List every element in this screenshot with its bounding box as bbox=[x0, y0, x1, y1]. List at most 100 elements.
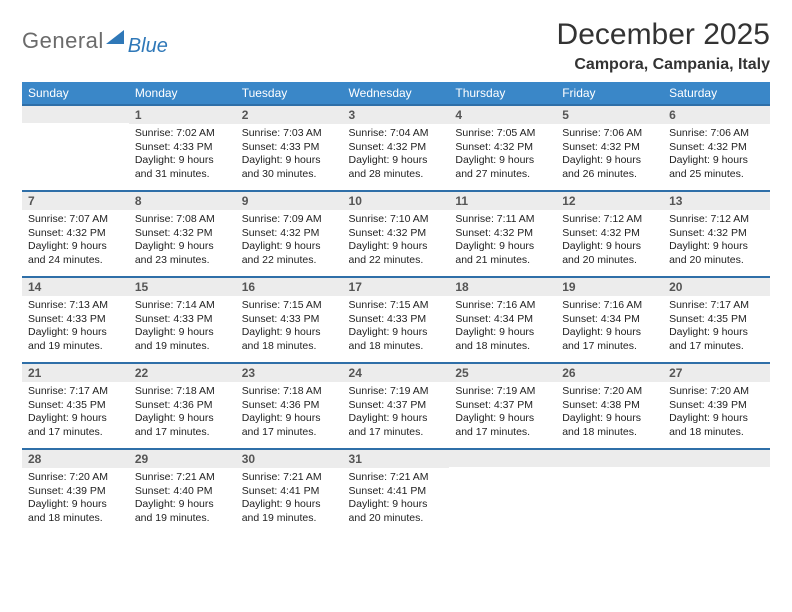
day-details bbox=[556, 467, 663, 476]
calendar-cell: 18Sunrise: 7:16 AMSunset: 4:34 PMDayligh… bbox=[449, 277, 556, 363]
day-number: 20 bbox=[663, 278, 770, 296]
calendar-cell: 2 Sunrise: 7:03 AMSunset: 4:33 PMDaylight… bbox=[236, 105, 343, 191]
sunset-text: Sunset: 4:33 PM bbox=[135, 313, 230, 327]
sunrise-text: Sunrise: 7:13 AM bbox=[28, 299, 123, 313]
daylight-text: Daylight: 9 hours and 17 minutes. bbox=[669, 326, 764, 353]
day-number: 2 bbox=[236, 106, 343, 124]
sunrise-text: Sunrise: 7:05 AM bbox=[455, 127, 550, 141]
sunset-text: Sunset: 4:32 PM bbox=[562, 141, 657, 155]
day-number: 17 bbox=[343, 278, 450, 296]
calendar-cell: 3Sunrise: 7:04 AMSunset: 4:32 PMDaylight… bbox=[343, 105, 450, 191]
calendar-head: Sunday Monday Tuesday Wednesday Thursday… bbox=[22, 82, 770, 105]
daylight-text: Daylight: 9 hours and 17 minutes. bbox=[562, 326, 657, 353]
daylight-text: Daylight: 9 hours and 17 minutes. bbox=[242, 412, 337, 439]
day-details: Sunrise: 7:19 AMSunset: 4:37 PMDaylight:… bbox=[449, 382, 556, 446]
day-details: Sunrise: 7:20 AMSunset: 4:39 PMDaylight:… bbox=[22, 468, 129, 532]
day-details: Sunrise: 7:14 AMSunset: 4:33 PMDaylight:… bbox=[129, 296, 236, 360]
daylight-text: Daylight: 9 hours and 23 minutes. bbox=[135, 240, 230, 267]
daylight-text: Daylight: 9 hours and 22 minutes. bbox=[349, 240, 444, 267]
calendar-table: Sunday Monday Tuesday Wednesday Thursday… bbox=[22, 82, 770, 535]
daylight-text: Daylight: 9 hours and 17 minutes. bbox=[28, 412, 123, 439]
calendar-cell: 5Sunrise: 7:06 AMSunset: 4:32 PMDaylight… bbox=[556, 105, 663, 191]
calendar-cell bbox=[22, 105, 129, 191]
calendar-body: 1Sunrise: 7:02 AMSunset: 4:33 PMDaylight… bbox=[22, 105, 770, 535]
day-details: Sunrise: 7:19 AMSunset: 4:37 PMDaylight:… bbox=[343, 382, 450, 446]
calendar-cell: 10Sunrise: 7:10 AMSunset: 4:32 PMDayligh… bbox=[343, 191, 450, 277]
sunset-text: Sunset: 4:36 PM bbox=[242, 399, 337, 413]
logo-triangle-icon bbox=[106, 30, 124, 44]
sunset-text: Sunset: 4:34 PM bbox=[455, 313, 550, 327]
location-subtitle: Campora, Campania, Italy bbox=[557, 56, 770, 74]
day-details bbox=[663, 467, 770, 476]
day-details: Sunrise: 7:04 AMSunset: 4:32 PMDaylight:… bbox=[343, 124, 450, 188]
calendar-cell: 22Sunrise: 7:18 AMSunset: 4:36 PMDayligh… bbox=[129, 363, 236, 449]
calendar-cell: 28Sunrise: 7:20 AMSunset: 4:39 PMDayligh… bbox=[22, 449, 129, 535]
day-number: 13 bbox=[663, 192, 770, 210]
calendar-cell: 24Sunrise: 7:19 AMSunset: 4:37 PMDayligh… bbox=[343, 363, 450, 449]
dayhead-thu: Thursday bbox=[449, 82, 556, 105]
sunset-text: Sunset: 4:39 PM bbox=[28, 485, 123, 499]
sunset-text: Sunset: 4:38 PM bbox=[562, 399, 657, 413]
sunset-text: Sunset: 4:32 PM bbox=[455, 227, 550, 241]
calendar-cell: 11Sunrise: 7:11 AMSunset: 4:32 PMDayligh… bbox=[449, 191, 556, 277]
sunset-text: Sunset: 4:33 PM bbox=[28, 313, 123, 327]
day-number: 14 bbox=[22, 278, 129, 296]
day-details: Sunrise: 7:15 AMSunset: 4:33 PMDaylight:… bbox=[236, 296, 343, 360]
sunset-text: Sunset: 4:32 PM bbox=[349, 227, 444, 241]
day-number: 24 bbox=[343, 364, 450, 382]
day-details: Sunrise: 7:18 AMSunset: 4:36 PMDaylight:… bbox=[129, 382, 236, 446]
daylight-text: Daylight: 9 hours and 22 minutes. bbox=[242, 240, 337, 267]
sunrise-text: Sunrise: 7:17 AM bbox=[669, 299, 764, 313]
day-number: 6 bbox=[663, 106, 770, 124]
daylight-text: Daylight: 9 hours and 17 minutes. bbox=[349, 412, 444, 439]
daylight-text: Daylight: 9 hours and 20 minutes. bbox=[562, 240, 657, 267]
day-details bbox=[22, 123, 129, 132]
sunset-text: Sunset: 4:37 PM bbox=[349, 399, 444, 413]
calendar-cell: 9Sunrise: 7:09 AMSunset: 4:32 PMDaylight… bbox=[236, 191, 343, 277]
day-details: Sunrise: 7:02 AMSunset: 4:33 PMDaylight:… bbox=[129, 124, 236, 188]
day-details: Sunrise: 7:12 AMSunset: 4:32 PMDaylight:… bbox=[663, 210, 770, 274]
calendar-cell: 30Sunrise: 7:21 AMSunset: 4:41 PMDayligh… bbox=[236, 449, 343, 535]
sunset-text: Sunset: 4:33 PM bbox=[242, 141, 337, 155]
daylight-text: Daylight: 9 hours and 26 minutes. bbox=[562, 154, 657, 181]
sunrise-text: Sunrise: 7:18 AM bbox=[135, 385, 230, 399]
sunrise-text: Sunrise: 7:20 AM bbox=[28, 471, 123, 485]
day-number: 16 bbox=[236, 278, 343, 296]
calendar-row: 28Sunrise: 7:20 AMSunset: 4:39 PMDayligh… bbox=[22, 449, 770, 535]
day-details: Sunrise: 7:18 AMSunset: 4:36 PMDaylight:… bbox=[236, 382, 343, 446]
day-number: 3 bbox=[343, 106, 450, 124]
day-details: Sunrise: 7:05 AMSunset: 4:32 PMDaylight:… bbox=[449, 124, 556, 188]
sunset-text: Sunset: 4:36 PM bbox=[135, 399, 230, 413]
day-number: 29 bbox=[129, 450, 236, 468]
day-details: Sunrise: 7:13 AMSunset: 4:33 PMDaylight:… bbox=[22, 296, 129, 360]
daylight-text: Daylight: 9 hours and 19 minutes. bbox=[135, 498, 230, 525]
calendar-cell bbox=[556, 449, 663, 535]
daylight-text: Daylight: 9 hours and 18 minutes. bbox=[669, 412, 764, 439]
day-number: 21 bbox=[22, 364, 129, 382]
calendar-row: 21Sunrise: 7:17 AMSunset: 4:35 PMDayligh… bbox=[22, 363, 770, 449]
sunrise-text: Sunrise: 7:15 AM bbox=[242, 299, 337, 313]
day-number: 25 bbox=[449, 364, 556, 382]
page-title: December 2025 bbox=[557, 18, 770, 52]
day-details: Sunrise: 7:16 AMSunset: 4:34 PMDaylight:… bbox=[449, 296, 556, 360]
daylight-text: Daylight: 9 hours and 25 minutes. bbox=[669, 154, 764, 181]
sunrise-text: Sunrise: 7:03 AM bbox=[242, 127, 337, 141]
calendar-cell: 29Sunrise: 7:21 AMSunset: 4:40 PMDayligh… bbox=[129, 449, 236, 535]
sunset-text: Sunset: 4:37 PM bbox=[455, 399, 550, 413]
sunset-text: Sunset: 4:41 PM bbox=[349, 485, 444, 499]
day-number: 8 bbox=[129, 192, 236, 210]
daylight-text: Daylight: 9 hours and 18 minutes. bbox=[455, 326, 550, 353]
calendar-cell: 16Sunrise: 7:15 AMSunset: 4:33 PMDayligh… bbox=[236, 277, 343, 363]
dayhead-tue: Tuesday bbox=[236, 82, 343, 105]
sunrise-text: Sunrise: 7:20 AM bbox=[562, 385, 657, 399]
day-details: Sunrise: 7:06 AMSunset: 4:32 PMDaylight:… bbox=[556, 124, 663, 188]
calendar-cell: 17Sunrise: 7:15 AMSunset: 4:33 PMDayligh… bbox=[343, 277, 450, 363]
day-number bbox=[449, 450, 556, 467]
daylight-text: Daylight: 9 hours and 30 minutes. bbox=[242, 154, 337, 181]
dayhead-sat: Saturday bbox=[663, 82, 770, 105]
daylight-text: Daylight: 9 hours and 18 minutes. bbox=[242, 326, 337, 353]
day-details: Sunrise: 7:10 AMSunset: 4:32 PMDaylight:… bbox=[343, 210, 450, 274]
sunrise-text: Sunrise: 7:21 AM bbox=[349, 471, 444, 485]
calendar-cell: 1Sunrise: 7:02 AMSunset: 4:33 PMDaylight… bbox=[129, 105, 236, 191]
sunset-text: Sunset: 4:35 PM bbox=[28, 399, 123, 413]
